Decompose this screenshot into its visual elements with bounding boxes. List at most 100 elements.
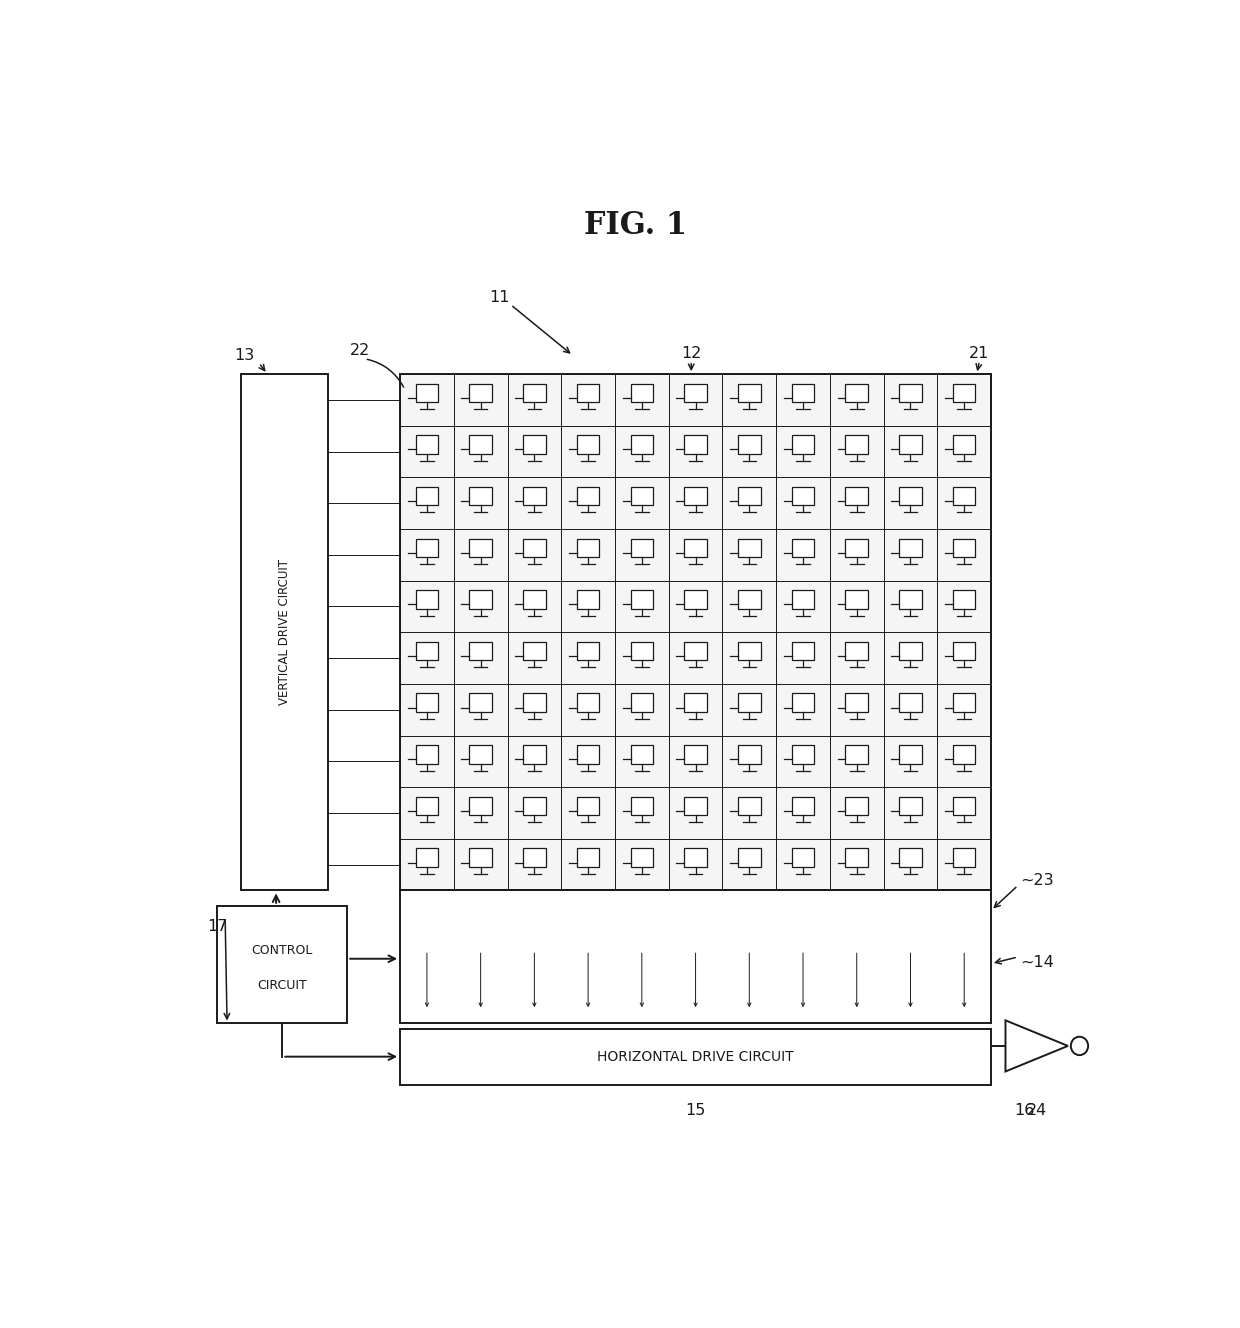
Bar [242, 374, 327, 891]
Bar [217, 906, 347, 1024]
Bar [470, 590, 492, 608]
Bar [415, 641, 438, 660]
Bar [631, 693, 653, 712]
Bar [631, 745, 653, 764]
Bar [791, 849, 815, 867]
Bar [738, 641, 760, 660]
Text: ~14: ~14 [1019, 955, 1054, 969]
Bar [952, 693, 976, 712]
Bar [415, 384, 438, 402]
Bar [684, 797, 707, 815]
Bar [738, 539, 760, 556]
Bar [470, 539, 492, 556]
Bar [577, 849, 599, 867]
Text: ~23: ~23 [1019, 872, 1054, 887]
Bar [791, 487, 815, 506]
Polygon shape [1006, 1020, 1068, 1072]
Bar [684, 539, 707, 556]
Bar [846, 693, 868, 712]
Bar [846, 641, 868, 660]
Bar [577, 745, 599, 764]
Bar [846, 487, 868, 506]
Bar [684, 641, 707, 660]
Bar [470, 693, 492, 712]
Bar [401, 374, 991, 891]
Bar [684, 487, 707, 506]
Bar [791, 797, 815, 815]
Bar [952, 797, 976, 815]
Bar [791, 436, 815, 454]
Bar [470, 745, 492, 764]
Bar [577, 590, 599, 608]
Text: 13: 13 [234, 348, 254, 363]
Bar [791, 539, 815, 556]
Bar [684, 384, 707, 402]
Bar [577, 487, 599, 506]
Text: 22: 22 [350, 343, 370, 359]
Bar [415, 849, 438, 867]
Text: CIRCUIT: CIRCUIT [258, 979, 308, 992]
Bar [470, 487, 492, 506]
Bar [738, 745, 760, 764]
Bar [952, 849, 976, 867]
Bar [899, 849, 921, 867]
Bar [631, 590, 653, 608]
Bar [684, 693, 707, 712]
Bar [738, 693, 760, 712]
Bar [899, 436, 921, 454]
Bar [952, 590, 976, 608]
Bar [631, 539, 653, 556]
Bar [952, 487, 976, 506]
Bar [470, 849, 492, 867]
Bar [684, 590, 707, 608]
Bar [415, 487, 438, 506]
Bar [523, 745, 546, 764]
Bar [846, 745, 868, 764]
Bar [631, 797, 653, 815]
Bar [738, 436, 760, 454]
Bar [577, 539, 599, 556]
Bar [899, 384, 921, 402]
Bar [899, 590, 921, 608]
Bar [738, 797, 760, 815]
Bar [846, 797, 868, 815]
Bar [401, 1028, 991, 1085]
Text: 12: 12 [681, 347, 702, 361]
Bar [791, 693, 815, 712]
Bar [952, 384, 976, 402]
Circle shape [1071, 1037, 1089, 1056]
Bar [738, 384, 760, 402]
Bar [899, 487, 921, 506]
Bar [952, 539, 976, 556]
Bar [846, 384, 868, 402]
Bar [577, 641, 599, 660]
Bar [415, 436, 438, 454]
Bar [952, 745, 976, 764]
Bar [899, 641, 921, 660]
Bar [470, 797, 492, 815]
Bar [738, 590, 760, 608]
Text: FIG. 1: FIG. 1 [584, 210, 687, 242]
Bar [631, 641, 653, 660]
Bar [577, 384, 599, 402]
Bar [791, 384, 815, 402]
Bar [791, 745, 815, 764]
Bar [738, 849, 760, 867]
Bar [738, 487, 760, 506]
Bar [684, 436, 707, 454]
Text: CONTROL: CONTROL [252, 944, 312, 957]
Bar [577, 436, 599, 454]
Text: 17: 17 [207, 919, 228, 934]
Bar [899, 693, 921, 712]
Bar [523, 849, 546, 867]
Bar [415, 590, 438, 608]
Text: 16: 16 [1014, 1102, 1034, 1118]
Bar [791, 590, 815, 608]
Bar [523, 797, 546, 815]
Bar [523, 693, 546, 712]
Bar [415, 745, 438, 764]
Bar [631, 487, 653, 506]
Text: HORIZONTAL DRIVE CIRCUIT: HORIZONTAL DRIVE CIRCUIT [598, 1049, 794, 1064]
Bar [523, 487, 546, 506]
Bar [684, 849, 707, 867]
